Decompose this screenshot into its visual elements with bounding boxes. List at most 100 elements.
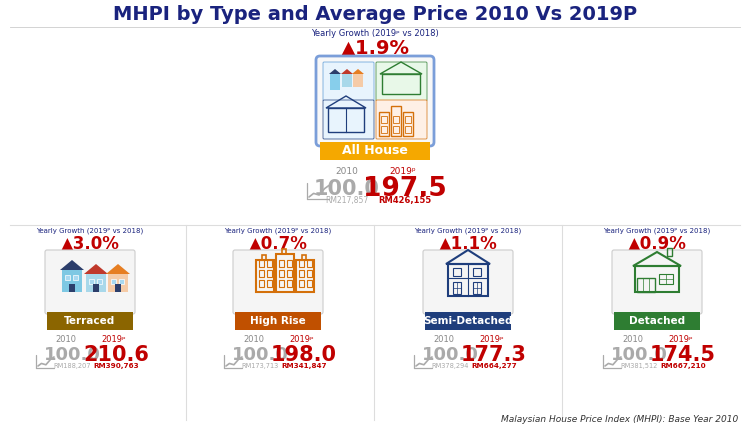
Text: 2010: 2010 bbox=[622, 335, 644, 344]
Bar bbox=[287, 260, 292, 267]
Bar bbox=[299, 280, 304, 287]
Text: 174.5: 174.5 bbox=[650, 345, 716, 365]
Bar bbox=[393, 126, 399, 133]
Text: ▲1.1%: ▲1.1% bbox=[439, 235, 497, 253]
Bar bbox=[235, 312, 321, 330]
Bar bbox=[73, 275, 78, 280]
Bar bbox=[453, 282, 461, 294]
FancyBboxPatch shape bbox=[320, 142, 430, 160]
Bar bbox=[379, 112, 389, 136]
Text: RM173,713: RM173,713 bbox=[242, 363, 279, 369]
Polygon shape bbox=[84, 264, 108, 274]
Text: 2019ᵖ: 2019ᵖ bbox=[669, 335, 693, 344]
Text: 2010: 2010 bbox=[56, 335, 76, 344]
Bar bbox=[287, 280, 292, 287]
Bar bbox=[328, 108, 364, 132]
Polygon shape bbox=[60, 260, 84, 270]
Text: RM341,847: RM341,847 bbox=[281, 363, 327, 369]
Bar bbox=[635, 266, 679, 292]
FancyBboxPatch shape bbox=[233, 250, 323, 314]
Text: 100.0: 100.0 bbox=[314, 179, 380, 199]
Text: RM188,207: RM188,207 bbox=[53, 363, 91, 369]
Bar bbox=[267, 280, 272, 287]
Text: 2010: 2010 bbox=[335, 168, 358, 176]
Bar bbox=[62, 270, 82, 292]
Bar bbox=[405, 126, 411, 133]
Text: All House: All House bbox=[342, 144, 408, 157]
Bar bbox=[391, 106, 401, 136]
Text: RM664,277: RM664,277 bbox=[471, 363, 517, 369]
Bar bbox=[115, 284, 121, 292]
Text: 2019ᵖ: 2019ᵖ bbox=[390, 168, 416, 176]
Bar bbox=[405, 116, 411, 123]
Text: 2019ᵖ: 2019ᵖ bbox=[290, 335, 314, 344]
Bar bbox=[614, 312, 700, 330]
Text: MHPI by Type and Average Price 2010 Vs 2019P: MHPI by Type and Average Price 2010 Vs 2… bbox=[113, 4, 637, 24]
Bar bbox=[307, 260, 312, 267]
Polygon shape bbox=[106, 264, 130, 274]
Bar bbox=[259, 260, 264, 267]
Bar bbox=[307, 270, 312, 277]
Text: Malaysian House Price Index (MHPI): Base Year 2010: Malaysian House Price Index (MHPI): Base… bbox=[501, 415, 738, 424]
FancyBboxPatch shape bbox=[45, 250, 135, 314]
Bar bbox=[667, 248, 672, 256]
Text: ▲0.9%: ▲0.9% bbox=[628, 235, 686, 253]
Bar bbox=[89, 279, 94, 284]
Bar bbox=[282, 249, 286, 254]
FancyBboxPatch shape bbox=[323, 62, 374, 101]
Text: Detached: Detached bbox=[629, 316, 685, 326]
Bar bbox=[659, 274, 673, 284]
Text: 100.0: 100.0 bbox=[44, 346, 100, 364]
Polygon shape bbox=[341, 69, 353, 74]
Bar bbox=[299, 270, 304, 277]
Bar bbox=[65, 275, 70, 280]
Text: 100.0: 100.0 bbox=[610, 346, 668, 364]
Bar bbox=[382, 74, 420, 94]
Bar bbox=[425, 312, 511, 330]
Text: ▲3.0%: ▲3.0% bbox=[61, 235, 119, 253]
FancyBboxPatch shape bbox=[316, 56, 434, 146]
Text: Semi-Detached: Semi-Detached bbox=[423, 316, 513, 326]
FancyBboxPatch shape bbox=[376, 100, 427, 139]
Bar bbox=[296, 260, 314, 292]
Bar bbox=[276, 254, 294, 292]
Bar bbox=[279, 270, 284, 277]
Bar bbox=[267, 260, 272, 267]
FancyBboxPatch shape bbox=[376, 62, 427, 101]
Bar bbox=[111, 279, 116, 284]
Text: ▲0.7%: ▲0.7% bbox=[248, 235, 308, 253]
Bar bbox=[307, 280, 312, 287]
Bar bbox=[381, 116, 387, 123]
Text: RM217,857: RM217,857 bbox=[326, 197, 369, 206]
Bar bbox=[279, 260, 284, 267]
Text: 210.6: 210.6 bbox=[83, 345, 149, 365]
Bar bbox=[353, 74, 363, 87]
Bar bbox=[473, 282, 481, 294]
Text: 2019ᵖ: 2019ᵖ bbox=[480, 335, 504, 344]
Bar bbox=[381, 126, 387, 133]
Bar bbox=[262, 255, 266, 260]
Bar bbox=[267, 270, 272, 277]
Bar bbox=[259, 270, 264, 277]
Bar bbox=[47, 312, 133, 330]
FancyBboxPatch shape bbox=[423, 250, 513, 314]
Bar bbox=[279, 280, 284, 287]
Text: 197.5: 197.5 bbox=[363, 176, 447, 202]
Text: Yearly Growth (2019ᵖ vs 2018): Yearly Growth (2019ᵖ vs 2018) bbox=[311, 30, 439, 39]
Text: 2019ᵖ: 2019ᵖ bbox=[102, 335, 126, 344]
Bar bbox=[403, 112, 413, 136]
Bar bbox=[448, 264, 488, 296]
Bar bbox=[330, 74, 340, 90]
Bar bbox=[473, 268, 481, 276]
Text: Yearly Growth (2019ᵖ vs 2018): Yearly Growth (2019ᵖ vs 2018) bbox=[414, 228, 522, 234]
Text: 100.0: 100.0 bbox=[422, 346, 478, 364]
Bar bbox=[342, 74, 352, 87]
Polygon shape bbox=[352, 69, 364, 74]
Bar bbox=[256, 260, 274, 292]
Text: 198.0: 198.0 bbox=[271, 345, 337, 365]
Text: 100.0: 100.0 bbox=[232, 346, 289, 364]
Text: High Rise: High Rise bbox=[250, 316, 306, 326]
Text: Terraced: Terraced bbox=[64, 316, 116, 326]
Text: Yearly Growth (2019ᵖ vs 2018): Yearly Growth (2019ᵖ vs 2018) bbox=[603, 228, 711, 234]
Text: RM426,155: RM426,155 bbox=[378, 197, 432, 206]
